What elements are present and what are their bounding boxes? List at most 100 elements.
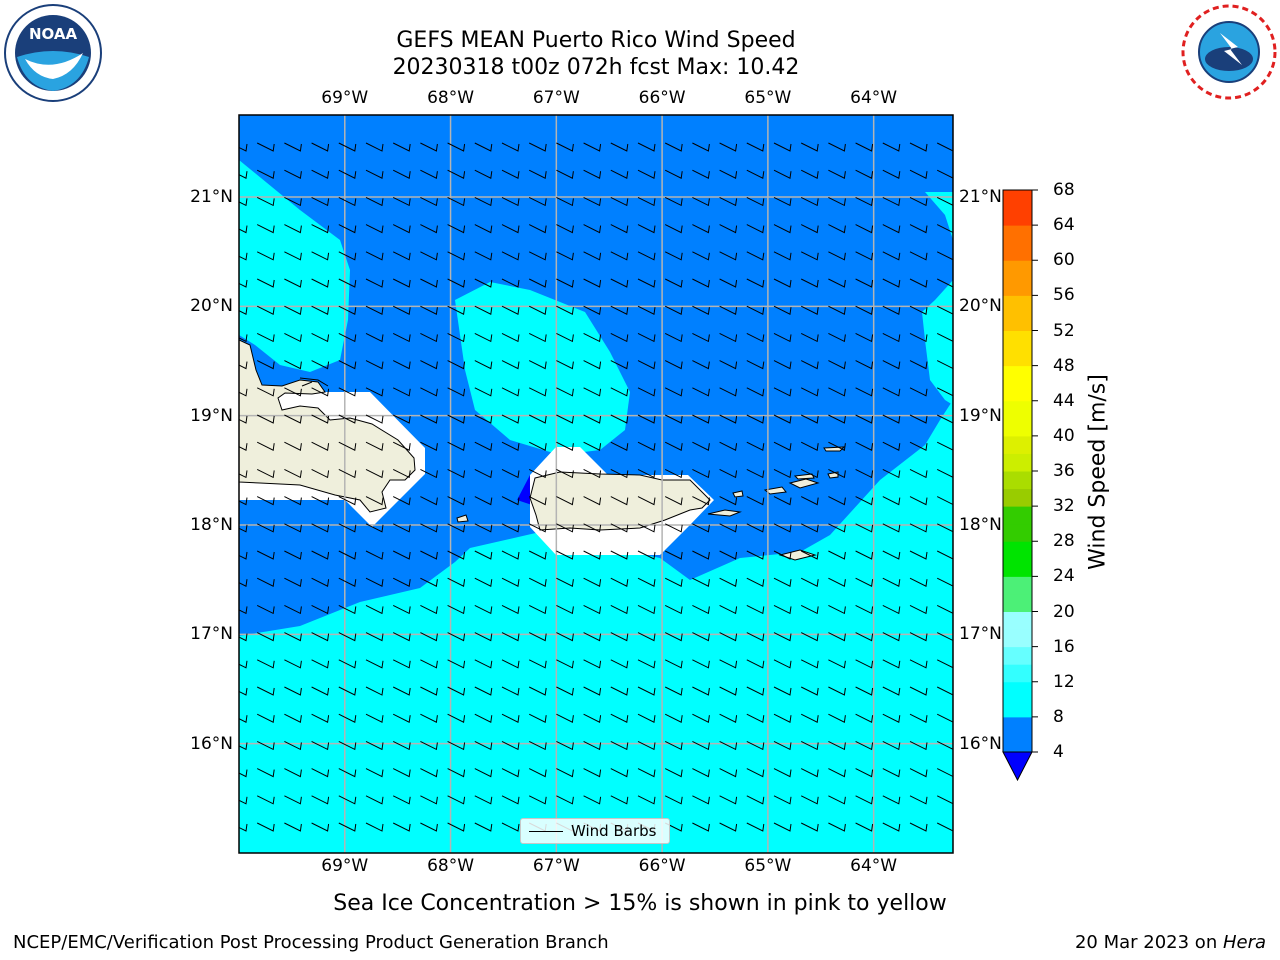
wind-barb: [556, 142, 574, 152]
wind-barb: [719, 305, 738, 315]
wind-barb: [692, 713, 710, 723]
wind-barb: [583, 713, 602, 723]
wind-barb: [855, 251, 874, 261]
wind-barb: [637, 251, 656, 261]
wind-barb: [746, 822, 765, 832]
wind-barb: [528, 441, 547, 451]
wind-barb: [746, 632, 765, 642]
colorbar-segment: [1003, 312, 1032, 331]
wind-barb: [392, 740, 411, 751]
wind-barb: [882, 360, 901, 370]
wind-barb: [800, 224, 819, 234]
wind-barb: [773, 659, 792, 669]
wind-barb: [882, 441, 901, 451]
wind-barb: [311, 795, 330, 805]
colorbar-tick-label-8: 36: [1053, 461, 1075, 481]
wind-barb: [365, 468, 384, 479]
wind-barb: [800, 496, 819, 506]
colorbar-label: Wind Speed [m/s]: [1085, 374, 1111, 570]
wind-barb: [773, 768, 792, 778]
wind-barb: [800, 441, 819, 451]
wind-barb: [746, 441, 765, 451]
lon-tick-bottom-0: 69°W: [321, 856, 369, 876]
colorbar-segment: [1003, 383, 1032, 402]
wind-barb: [719, 632, 738, 642]
wind-barb: [284, 305, 302, 315]
wind-barb: [637, 414, 656, 424]
wind-barb: [719, 196, 738, 207]
wind-barb: [610, 278, 629, 288]
map-gridlines: [239, 115, 953, 853]
wind-barb: [528, 795, 547, 805]
wind-barb: [800, 659, 819, 669]
wind-barb: [828, 224, 846, 234]
wind-barb: [474, 169, 493, 179]
wind-barb: [909, 142, 928, 152]
wind-barb: [447, 387, 466, 397]
colorbar-segment: [1003, 365, 1032, 384]
wind-barb: [936, 196, 953, 206]
wind-barb: [556, 632, 574, 642]
wind-barb: [855, 550, 874, 560]
wind-barb: [583, 305, 602, 315]
wind-barb: [855, 604, 874, 615]
wind-barb: [256, 224, 275, 234]
wind-barb: [882, 550, 901, 560]
wind-barb: [284, 196, 302, 207]
wind-barb: [365, 659, 384, 669]
wind-barb: [338, 577, 357, 587]
wind-barb: [936, 577, 953, 587]
wind-barb: [936, 795, 953, 805]
wind-barb: [420, 604, 438, 615]
wind-barb: [610, 577, 629, 587]
wind-barb: [501, 577, 520, 587]
legend-label: Wind Barbs: [571, 822, 657, 840]
wind-barb: [474, 523, 493, 533]
wind-barb: [365, 577, 384, 587]
wind-barb: [311, 604, 330, 615]
wind-barb: [583, 632, 602, 642]
wind-barb: [365, 387, 384, 397]
wind-barb: [256, 768, 275, 778]
wind-barb: [447, 604, 466, 615]
wind-barb: [746, 550, 765, 560]
wind-barb: [882, 632, 901, 642]
wind-barb: [365, 196, 384, 207]
wind-barb: [936, 169, 953, 179]
wind-barb: [256, 740, 275, 751]
wind-barb: [501, 414, 520, 424]
wind-barb: [664, 360, 683, 370]
wind-barb: [474, 768, 493, 778]
wind-barb: [392, 659, 411, 669]
map-legend: Wind Barbs: [520, 818, 670, 844]
wind-barb: [828, 414, 846, 424]
lon-tick-bottom-4: 65°W: [744, 856, 792, 876]
wind-barb: [746, 740, 765, 751]
lon-tick-top-5: 64°W: [850, 88, 898, 108]
wind-barb: [528, 713, 547, 723]
wind-barb: [501, 278, 520, 288]
wind-barb: [392, 713, 411, 723]
wind-barb: [828, 332, 846, 343]
wind-barb: [338, 604, 357, 615]
wind-barb: [882, 224, 901, 234]
wind-barb: [936, 360, 953, 370]
wind-barb: [800, 686, 819, 696]
wind-barb: [474, 468, 493, 479]
wind-barb: [855, 795, 874, 805]
wind-barb: [284, 387, 302, 397]
wind-barb: [664, 550, 683, 560]
wind-barb: [800, 196, 819, 207]
wind-barb: [556, 795, 574, 805]
wind-barb: [882, 169, 901, 179]
wind-barb: [239, 307, 248, 315]
wind-barb: [909, 196, 928, 207]
wind-barb: [936, 822, 953, 832]
colorbar-segment: [1003, 681, 1032, 700]
wind-barb: [338, 387, 357, 397]
wind-barb: [365, 360, 384, 370]
wind-barb: [338, 196, 357, 207]
wind-barb: [256, 387, 275, 397]
wind-barb: [311, 196, 330, 207]
wind-barb: [909, 822, 928, 832]
